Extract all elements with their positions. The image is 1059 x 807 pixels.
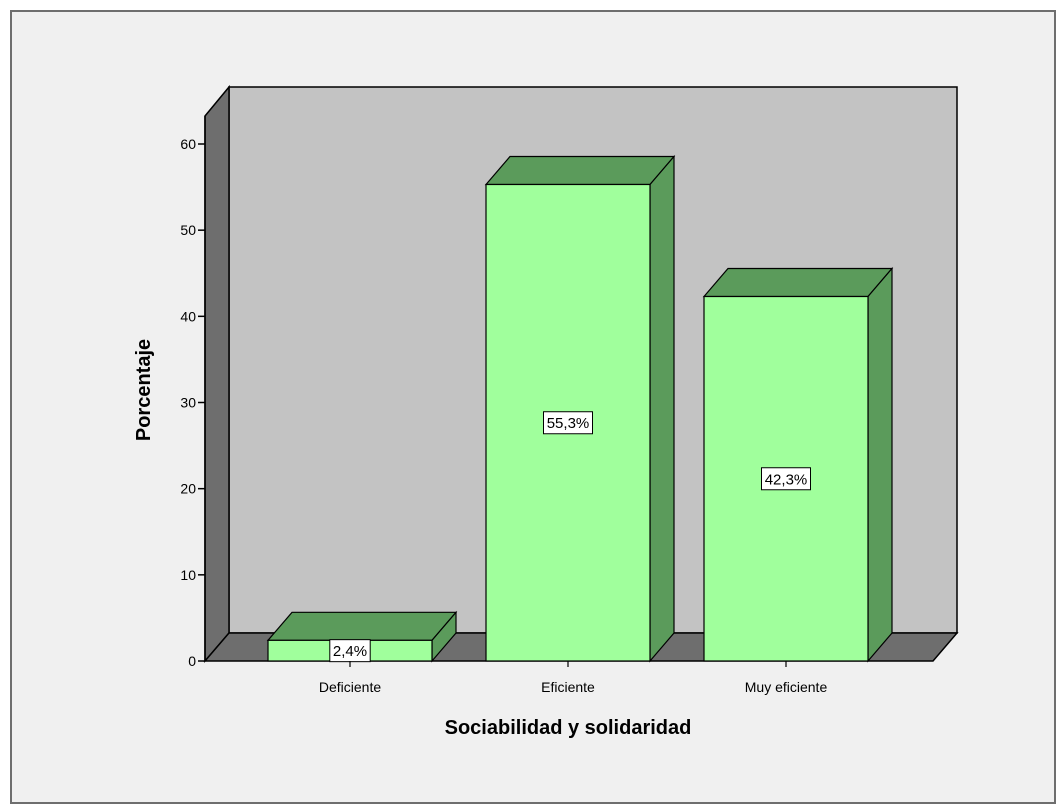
data-label-box [761,467,811,491]
y-axis-title: Porcentaje [133,339,155,441]
side-wall [204,84,230,664]
x-axis-categories: Deficiente Eficiente Muy eficiente [319,661,828,695]
y-tick-label: 60 [180,136,196,152]
bar-2: 55,3% [484,154,676,663]
y-tick-label: 10 [180,567,196,583]
data-label: 55,3% [547,415,590,432]
bars: 2,4% 55,3% 42,3% [266,154,894,663]
y-axis-ticks: 0 10 20 30 40 50 60 [180,136,205,669]
x-category-label: Deficiente [319,679,381,695]
bar-top-face [702,267,894,298]
y-tick-label: 50 [180,222,196,238]
x-category-label: Muy eficiente [745,679,828,695]
bar-top-face [266,611,458,641]
bar-3: 42,3% [702,266,894,663]
bar-side-face [649,154,675,663]
bar-1: 2,4% [266,610,458,663]
x-category-label: Eficiente [541,679,595,695]
bar-side-face [867,266,893,663]
y-tick-label: 40 [180,308,196,324]
bar-top-face [484,155,676,186]
x-axis-title: Sociabilidad y solidaridad [445,717,692,739]
y-tick-label: 20 [180,481,196,497]
y-tick-label: 0 [188,653,196,669]
data-label: 42,3% [765,471,808,488]
data-label-box [543,411,593,435]
y-tick-label: 30 [180,395,196,411]
data-label: 2,4% [333,643,367,660]
